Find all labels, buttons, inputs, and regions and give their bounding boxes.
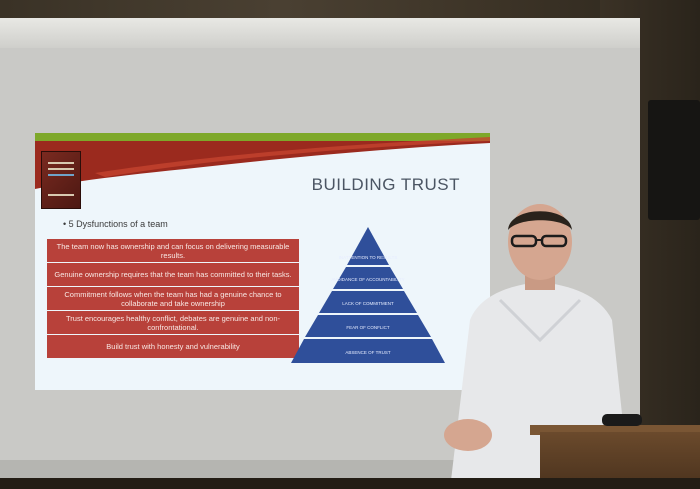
pyramid-label: LACK OF COMMITMENT [342, 301, 394, 306]
microphone [602, 414, 642, 426]
list-item: The team now has ownership and can focus… [47, 239, 299, 262]
pyramid-tier-2 [333, 267, 403, 289]
pyramid-tier-3 [319, 291, 417, 313]
list-item: Build trust with honesty and vulnerabili… [47, 335, 299, 358]
pyramid-tier-5 [291, 339, 445, 363]
wall-speaker [648, 100, 700, 220]
slide-bullet: • 5 Dysfunctions of a team [63, 219, 168, 229]
pyramid-label: ABSENCE OF TRUST [345, 350, 390, 355]
list-item: Commitment follows when the team has had… [47, 287, 299, 310]
floor [0, 478, 700, 489]
pyramid-label: INATTENTION TO RESULTS [339, 255, 398, 260]
slide-title: BUILDING TRUST [311, 175, 460, 194]
pyramid-label: FEAR OF CONFLICT [346, 325, 390, 330]
pyramid-label: AVOIDANCE OF ACCOUNTABILITY [331, 277, 404, 282]
book-cover-image [41, 151, 81, 209]
dysfunction-pyramid: INATTENTION TO RESULTS AVOIDANCE OF ACCO… [291, 227, 445, 363]
podium-top [530, 425, 700, 435]
presentation-slide: BUILDING TRUST • 5 Dysfunctions of a tea… [35, 133, 490, 390]
pyramid-tier-1 [347, 227, 389, 265]
list-item: Genuine ownership requires that the team… [47, 263, 299, 286]
slide-banner [35, 133, 490, 189]
list-item: Trust encourages healthy conflict, debat… [47, 311, 299, 334]
dysfunction-list: The team now has ownership and can focus… [47, 239, 299, 359]
screen-housing [0, 18, 640, 48]
pyramid-tier-4 [305, 315, 431, 337]
